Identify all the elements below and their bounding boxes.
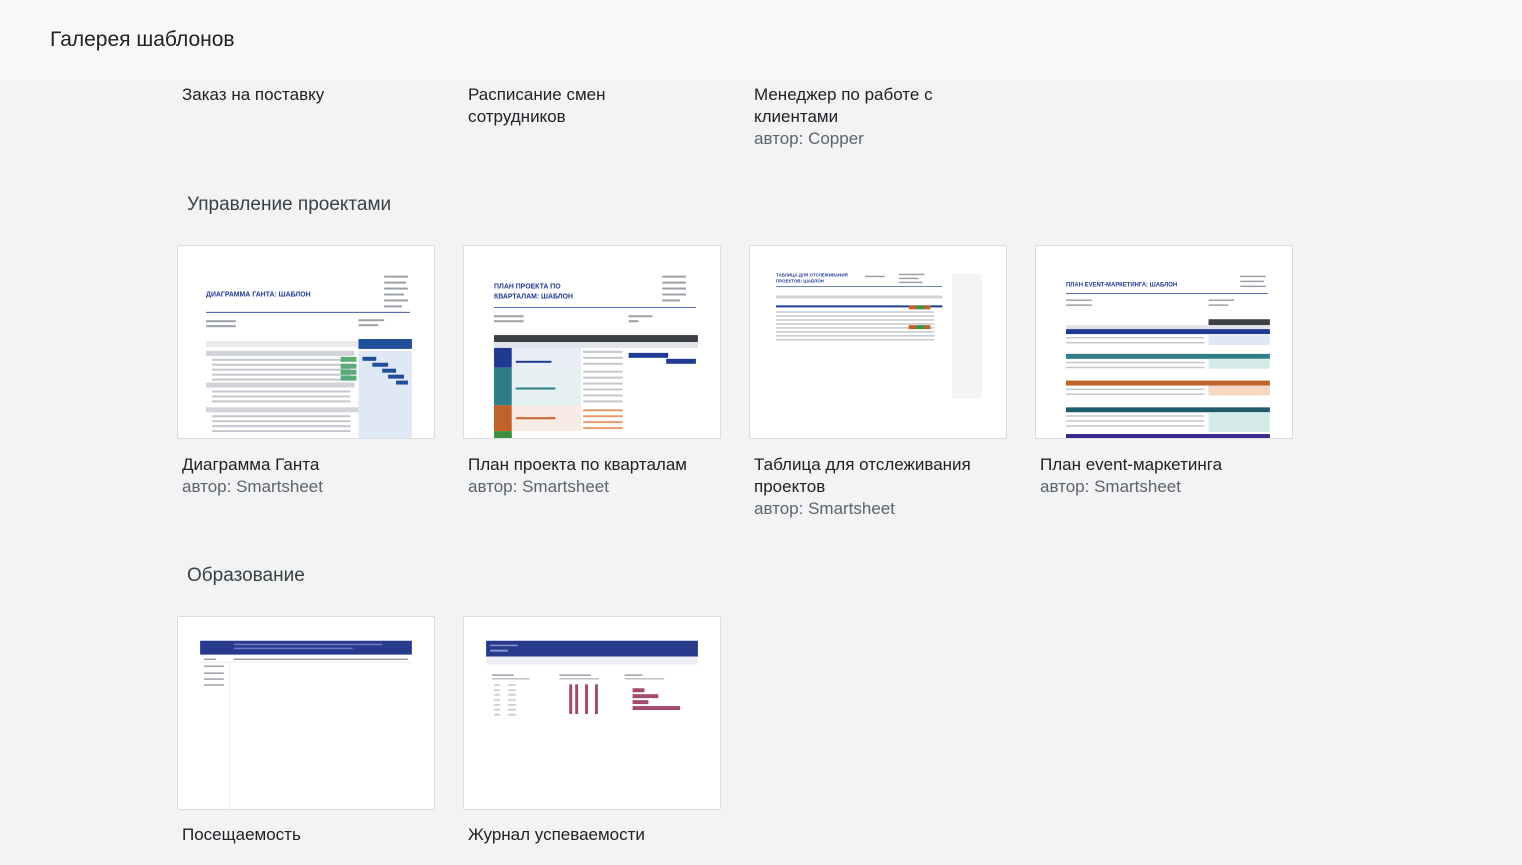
- template-thumbnail-gantt[interactable]: ДИАГРАММА ГАНТА: ШАБЛОН: [177, 245, 435, 439]
- template-title: Посещаемость: [182, 825, 301, 844]
- template-thumbnail-project-tracker[interactable]: ТАБЛИЦА ДЛЯ ОТСЛЕЖИВАНИЯ ПРОЕКТОВ: ШАБЛО…: [749, 245, 1007, 439]
- section-title-project-management: Управление проектами: [187, 194, 392, 215]
- thumb-heading: ПЛАН EVENT-МАРКЕТИНГА: ШАБЛОН: [1066, 283, 1177, 289]
- template-author: автор: Smartsheet: [1040, 477, 1181, 496]
- template-card-gantt[interactable]: Диаграмма Ганта автор: Smartsheet: [182, 454, 442, 498]
- template-title: Расписание смен сотрудников: [468, 85, 606, 126]
- template-title: Заказ на поставку: [182, 85, 325, 104]
- template-card-event-marketing[interactable]: План event-маркетинга автор: Smartsheet: [1040, 454, 1300, 498]
- template-author: автор: Smartsheet: [182, 477, 323, 496]
- header-bar: Галерея шаблонов: [0, 0, 1522, 80]
- thumb-heading: ПРОЕКТОВ: ШАБЛОН: [776, 279, 824, 284]
- page-title: Галерея шаблонов: [50, 28, 235, 51]
- thumb-heading: ПЛАН ПРОЕКТА ПО: [494, 284, 561, 291]
- thumb-heading: ДИАГРАММА ГАНТА: ШАБЛОН: [206, 291, 311, 298]
- template-thumbnail-event-marketing[interactable]: ПЛАН EVENT-МАРКЕТИНГА: ШАБЛОН: [1035, 245, 1293, 439]
- template-card-purchase-order[interactable]: Заказ на поставку: [182, 84, 442, 106]
- template-author: автор: Copper: [754, 129, 864, 148]
- template-title: Таблица для отслеживания проектов: [754, 455, 971, 496]
- template-title: План event-маркетинга: [1040, 455, 1223, 474]
- template-title: Диаграмма Ганта: [182, 455, 320, 474]
- template-thumbnail-attendance[interactable]: [177, 616, 435, 810]
- thumb-heading: КВАРТАЛАМ: ШАБЛОН: [494, 293, 573, 300]
- template-thumbnail-gradebook[interactable]: [463, 616, 721, 810]
- template-author: автор: Smartsheet: [754, 499, 895, 518]
- template-card-project-tracker[interactable]: Таблица для отслеживания проектов автор:…: [754, 454, 1004, 520]
- thumb-heading: ТАБЛИЦА ДЛЯ ОТСЛЕЖИВАНИЯ: [776, 273, 848, 278]
- template-thumbnail-quarterly-plan[interactable]: ПЛАН ПРОЕКТА ПО КВАРТАЛАМ: ШАБЛОН: [463, 245, 721, 439]
- template-card-gradebook[interactable]: Журнал успеваемости: [468, 824, 728, 846]
- section-title-education: Образование: [187, 565, 305, 586]
- template-title: Менеджер по работе с клиентами: [754, 85, 933, 126]
- template-title: Журнал успеваемости: [468, 825, 645, 844]
- template-author: автор: Smartsheet: [468, 477, 609, 496]
- template-card-attendance[interactable]: Посещаемость: [182, 824, 442, 846]
- template-title: План проекта по кварталам: [468, 455, 687, 474]
- template-card-crm[interactable]: Менеджер по работе с клиентами автор: Co…: [754, 84, 974, 150]
- template-card-shift-schedule[interactable]: Расписание смен сотрудников: [468, 84, 648, 128]
- template-card-quarterly-plan[interactable]: План проекта по кварталам автор: Smartsh…: [468, 454, 728, 498]
